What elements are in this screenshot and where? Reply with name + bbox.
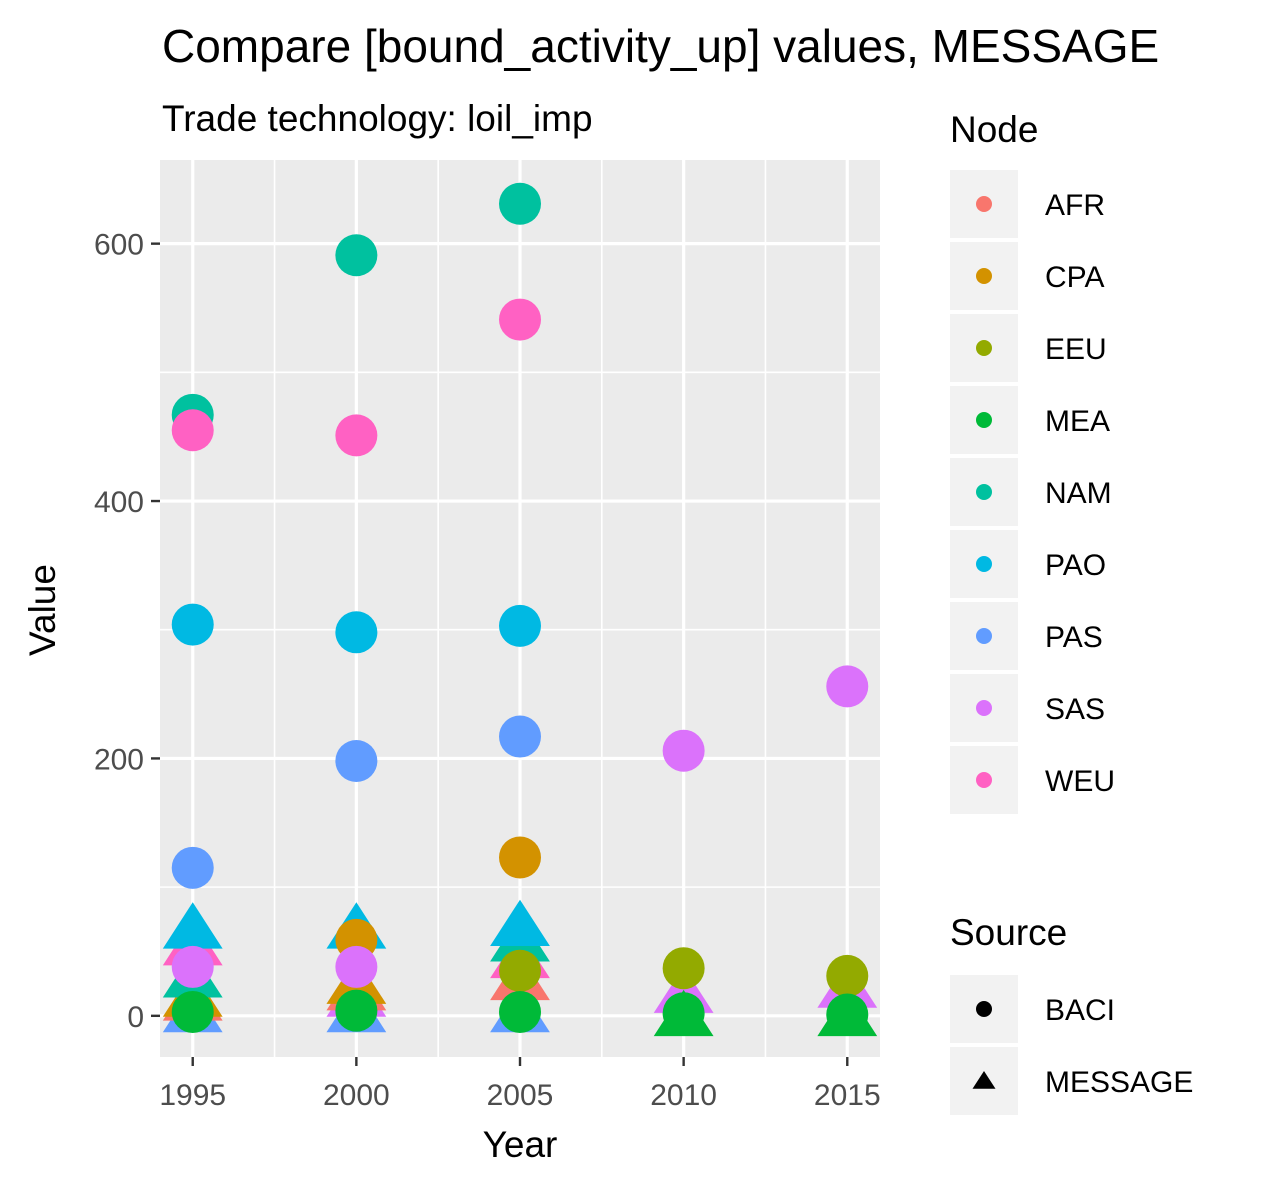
- chart-title: Compare [bound_activity_up] values, MESS…: [162, 20, 1159, 72]
- x-tick-label-2010: 2010: [650, 1079, 717, 1112]
- legend-swatch-nam: [976, 484, 992, 500]
- legend-swatch-cpa: [976, 268, 992, 284]
- point-baci-weu-2005: [499, 298, 541, 341]
- point-baci-sas-2010: [662, 729, 705, 772]
- legend-swatch-afr: [976, 196, 992, 212]
- point-baci-pas-2005: [499, 715, 541, 758]
- point-baci-mea-2010: [662, 992, 705, 1035]
- y-tick-label-400: 400: [94, 486, 144, 519]
- point-baci-eeu-2010: [662, 947, 705, 990]
- x-axis-title: Year: [483, 1124, 558, 1165]
- axis-ticks: [151, 242, 849, 1066]
- legend-label-pao: PAO: [1045, 549, 1106, 582]
- point-baci-pao-1995: [171, 603, 214, 646]
- legend-source-title: Source: [950, 912, 1067, 953]
- point-baci-pas-2000: [335, 740, 378, 783]
- legend-swatch-pao: [976, 556, 992, 572]
- point-message-pao-1995: [162, 902, 223, 949]
- y-axis-title: Value: [22, 564, 63, 656]
- point-baci-mea-2005: [499, 990, 541, 1033]
- point-baci-weu-1995: [171, 409, 214, 452]
- chart-subtitle: Trade technology: loil_imp: [162, 98, 593, 139]
- legend-label-cpa: CPA: [1045, 261, 1104, 294]
- legend-label-sas: SAS: [1045, 693, 1105, 726]
- legend-node: Node AFR CPA EEU MEA NAM PAO PAS SAS WEU: [950, 109, 1115, 814]
- legend-label-eeu: EEU: [1045, 333, 1107, 366]
- x-tick-label-1995: 1995: [159, 1079, 226, 1112]
- legend-swatch-weu: [976, 772, 992, 788]
- legend-source: Source BACI MESSAGE: [950, 912, 1193, 1115]
- point-baci-mea-2015: [826, 993, 869, 1036]
- y-tick-label-600: 600: [94, 229, 144, 262]
- legend-swatch-message: [972, 1071, 996, 1089]
- point-baci-weu-2000: [335, 414, 378, 457]
- legend-swatch-baci: [976, 1001, 992, 1017]
- point-baci-sas-1995: [171, 945, 214, 988]
- x-tick-label-2015: 2015: [814, 1079, 881, 1112]
- point-baci-eeu-2005: [499, 949, 541, 992]
- point-baci-nam-2005: [499, 182, 541, 225]
- y-tick-label-200: 200: [94, 743, 144, 776]
- point-baci-eeu-2015: [826, 954, 869, 997]
- data-points: [162, 182, 878, 1037]
- point-baci-pao-2000: [335, 611, 378, 654]
- legend-label-mea: MEA: [1045, 405, 1110, 438]
- point-baci-cpa-2005: [499, 836, 541, 879]
- legend-swatch-pas: [976, 628, 992, 644]
- y-tick-label-0: 0: [127, 1001, 144, 1034]
- point-baci-pao-2005: [499, 604, 541, 647]
- point-baci-nam-2000: [335, 234, 378, 277]
- point-baci-sas-2015: [826, 665, 869, 708]
- x-tick-label-2005: 2005: [487, 1079, 554, 1112]
- legend-label-weu: WEU: [1045, 765, 1115, 798]
- legend-swatch-sas: [976, 700, 992, 716]
- legend-swatch-eeu: [976, 340, 992, 356]
- legend-label-afr: AFR: [1045, 189, 1105, 222]
- legend-node-title: Node: [950, 109, 1038, 150]
- legend-swatch-mea: [976, 412, 992, 428]
- legend-label-pas: PAS: [1045, 621, 1103, 654]
- point-baci-mea-1995: [171, 990, 214, 1033]
- y-axis-tick-labels: 0 200 400 600: [94, 229, 144, 1034]
- point-message-pao-2005: [490, 899, 550, 947]
- point-baci-sas-2000: [335, 945, 378, 988]
- legend-label-message: MESSAGE: [1045, 1066, 1193, 1099]
- point-baci-pas-1995: [171, 846, 214, 889]
- point-baci-mea-2000: [335, 989, 378, 1032]
- legend-label-baci: BACI: [1045, 994, 1115, 1027]
- x-axis-tick-labels: 1995 2000 2005 2010 2015: [159, 1079, 880, 1112]
- legend-label-nam: NAM: [1045, 477, 1112, 510]
- x-tick-label-2000: 2000: [323, 1079, 390, 1112]
